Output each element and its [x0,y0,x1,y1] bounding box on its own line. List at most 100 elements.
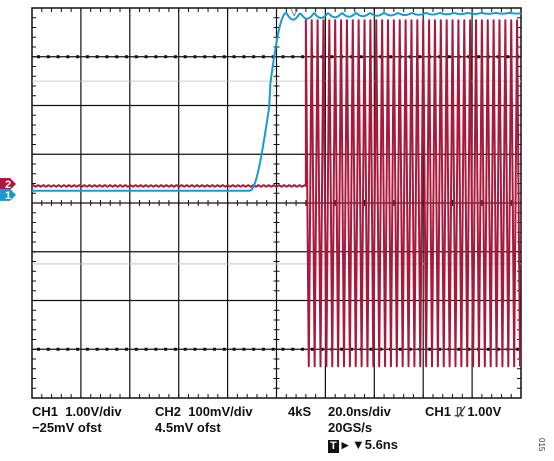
reference-dot [115,347,119,351]
reference-dot [447,55,451,59]
channel-markers: 21 ▽ [0,5,299,202]
ch1-marker-label: 1 [5,190,11,202]
reference-dot [232,347,236,351]
reference-dot [349,347,353,351]
reference-dot [252,347,256,351]
reference-dot [85,55,89,59]
ch2-scale-readout: CH2 100mV/div [155,404,253,419]
record-length-readout: 4kS [288,404,312,419]
reference-dot [203,55,207,59]
reference-dot [496,347,500,351]
reference-dot [134,55,138,59]
reference-dot [203,347,207,351]
ch1-trace [32,11,522,192]
reference-dot [379,347,383,351]
reference-dot [232,55,236,59]
oscilloscope-screen: 21 ▽ [0,5,522,399]
reference-dot [359,55,363,59]
reference-dot [408,347,412,351]
reference-dot [164,55,168,59]
reference-dot [437,347,441,351]
reference-dot [496,55,500,59]
reference-dot [213,55,217,59]
reference-dot [134,347,138,351]
reference-dot [310,347,314,351]
ch2-trace [31,19,522,368]
reference-dot [486,347,490,351]
reference-dot [46,347,50,351]
reference-dot [340,347,344,351]
trigger-position-readout: T ▸ ▼5.6ns [328,437,398,453]
trigger-badge: T [328,440,339,453]
reference-dot [330,55,334,59]
reference-dot [115,55,119,59]
reference-dot [261,55,265,59]
reference-dot [516,347,520,351]
reference-dot [183,347,187,351]
reference-dot [320,55,324,59]
reference-dot [261,347,265,351]
figure-id: 015 [537,438,546,452]
reference-dot [408,55,412,59]
reference-dot [271,347,275,351]
reference-dot [320,347,324,351]
reference-dot [164,347,168,351]
reference-dot [193,347,197,351]
reference-dot [301,55,305,59]
ch1-offset-readout: −25mV ofst [32,420,102,435]
reference-dot [144,55,148,59]
reference-dot [467,347,471,351]
reference-dot [437,55,441,59]
reference-dot [173,55,177,59]
reference-dot [37,55,40,59]
trigger-setting-readout: CH1 ⎍̸ 1.00V [425,404,502,419]
reference-dot [46,55,50,59]
timebase-readout: 20.0ns/div [328,404,391,419]
reference-dot [291,347,295,351]
reference-dot [398,347,402,351]
reference-dot [252,55,256,59]
reference-dot [369,347,373,351]
reference-dot [95,347,99,351]
ch2-offset-readout: 4.5mV ofst [155,420,221,435]
reference-dot [183,55,187,59]
reference-dot [105,347,109,351]
reference-dot [222,347,226,351]
reference-dot [389,55,393,59]
reference-dot [379,55,383,59]
reference-dot [173,347,177,351]
sample-rate-readout: 20GS/s [328,420,373,435]
traces [31,11,522,368]
reference-dot [457,347,461,351]
reference-dot [105,55,109,59]
reference-dot [242,55,246,59]
ch2-ground-marker [0,177,16,190]
reference-dot [281,347,285,351]
reference-dot [418,55,422,59]
reference-dot [56,347,60,351]
reference-dot [66,347,70,351]
reference-dot [281,55,285,59]
reference-dot [76,347,80,351]
reference-dot [56,55,60,59]
reference-dot [76,55,80,59]
reference-dot [291,55,295,59]
reference-dot [222,55,226,59]
reference-dot [349,55,353,59]
reference-dot [85,347,89,351]
ch1-scale-readout: CH1 1.00V/div [32,404,122,419]
reference-dot [125,347,129,351]
reference-dot [467,55,471,59]
reference-dot [477,55,481,59]
reference-dot [428,347,432,351]
reference-dot [154,55,158,59]
reference-dot [66,55,70,59]
reference-dot [193,55,197,59]
reference-dot [213,347,217,351]
ch2-marker-label: 2 [5,179,11,191]
trigger-position-value: ▸ ▼5.6ns [341,437,398,452]
reference-dot [154,347,158,351]
reference-dot [144,347,148,351]
reference-dot [242,347,246,351]
reference-dot [37,347,40,351]
